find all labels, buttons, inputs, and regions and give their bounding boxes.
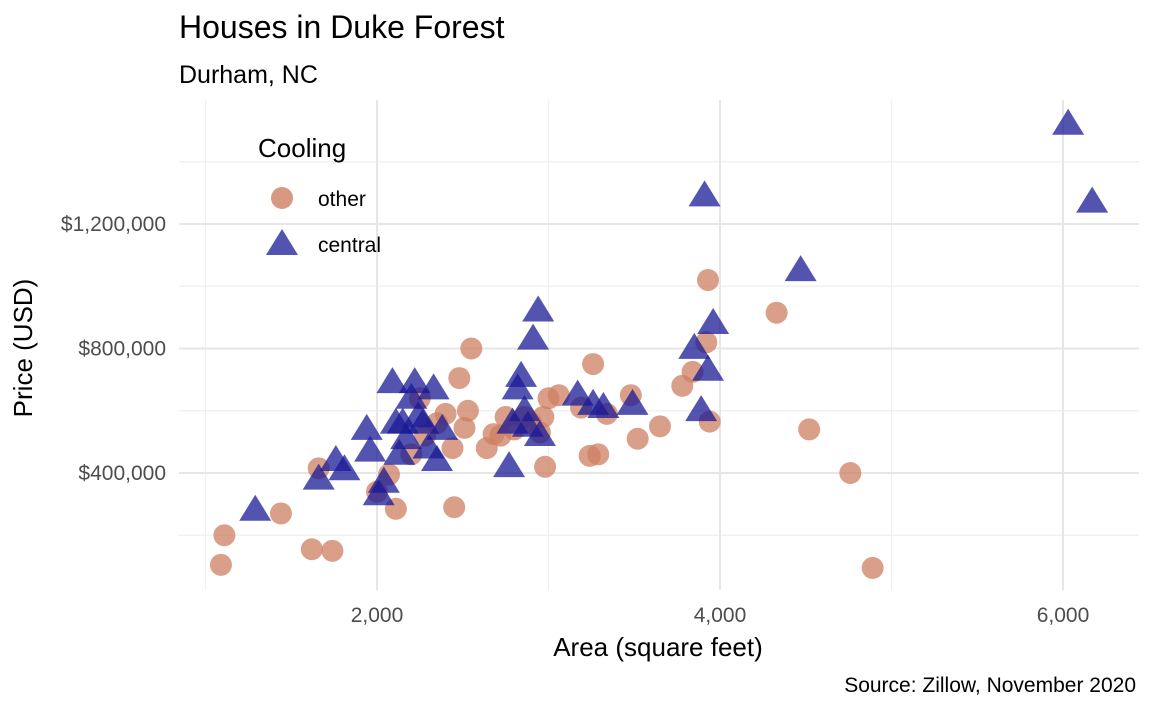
legend-title: Cooling [258, 133, 346, 163]
point-other [453, 416, 476, 439]
legend-label-other: other [318, 188, 366, 211]
point-other [269, 502, 292, 525]
point-central [691, 354, 724, 381]
point-other [213, 524, 236, 547]
y-tick-label: $800,000 [78, 338, 166, 361]
legend: Cooling other central [258, 133, 381, 257]
y-tick-label: $400,000 [78, 462, 166, 485]
point-central [383, 438, 416, 465]
point-central [421, 444, 454, 471]
point-central [616, 388, 649, 415]
point-central [398, 367, 431, 394]
tick-labels: 2,000 4,000 6,000 $400,000 $800,000 $1,200,00… [61, 213, 1089, 627]
chart-caption: Source: Zillow, November 2020 [844, 674, 1136, 697]
point-central [426, 413, 459, 440]
point-central [523, 420, 556, 447]
point-other [456, 399, 479, 422]
point-central [685, 395, 718, 422]
point-central [688, 180, 721, 207]
points [209, 108, 1109, 579]
point-other [861, 556, 884, 579]
point-other [209, 553, 232, 576]
point-other [443, 496, 466, 519]
point-other [547, 384, 570, 407]
point-other [696, 269, 719, 292]
legend-triangle-marker [266, 229, 298, 255]
point-central [784, 255, 817, 282]
point-other [582, 353, 605, 376]
point-central [493, 451, 526, 478]
y-tick-label: $1,200,000 [61, 213, 166, 236]
x-axis-label: Area (square feet) [553, 632, 763, 662]
point-central [302, 463, 335, 490]
legend-label-central: central [318, 234, 381, 257]
point-central [350, 413, 383, 440]
legend-circle-marker [271, 187, 293, 209]
point-other [765, 301, 788, 324]
point-other [587, 443, 610, 466]
point-central [678, 332, 711, 359]
point-other [534, 455, 557, 478]
point-central [697, 308, 730, 334]
point-other [648, 415, 671, 438]
point-central [561, 379, 594, 406]
point-other [839, 462, 862, 484]
chart-title: Houses in Duke Forest [179, 9, 505, 45]
point-central [1076, 186, 1109, 213]
point-central [376, 367, 409, 394]
point-other [460, 337, 483, 360]
point-central [522, 295, 555, 322]
point-central [517, 323, 550, 350]
point-central [239, 494, 272, 521]
point-central [390, 423, 423, 450]
x-tick-label: 6,000 [1037, 604, 1090, 627]
point-other [532, 405, 555, 428]
point-other [321, 539, 344, 562]
point-central [395, 382, 428, 409]
point-central [367, 466, 400, 493]
point-central [587, 392, 620, 419]
point-central [407, 407, 440, 434]
point-central [1052, 108, 1085, 135]
chart-subtitle: Durham, NC [179, 61, 318, 89]
x-tick-label: 2,000 [351, 604, 404, 627]
point-central [508, 395, 541, 422]
point-central [417, 373, 450, 400]
point-central [505, 360, 538, 387]
y-axis-label: Price (USD) [8, 279, 38, 418]
point-central [328, 454, 361, 481]
point-other [626, 427, 649, 450]
point-other [798, 418, 821, 441]
point-other [448, 367, 471, 390]
point-other [441, 437, 464, 460]
point-central [354, 435, 387, 462]
x-tick-label: 4,000 [694, 604, 747, 627]
grid [179, 100, 1139, 590]
point-other [300, 538, 323, 561]
